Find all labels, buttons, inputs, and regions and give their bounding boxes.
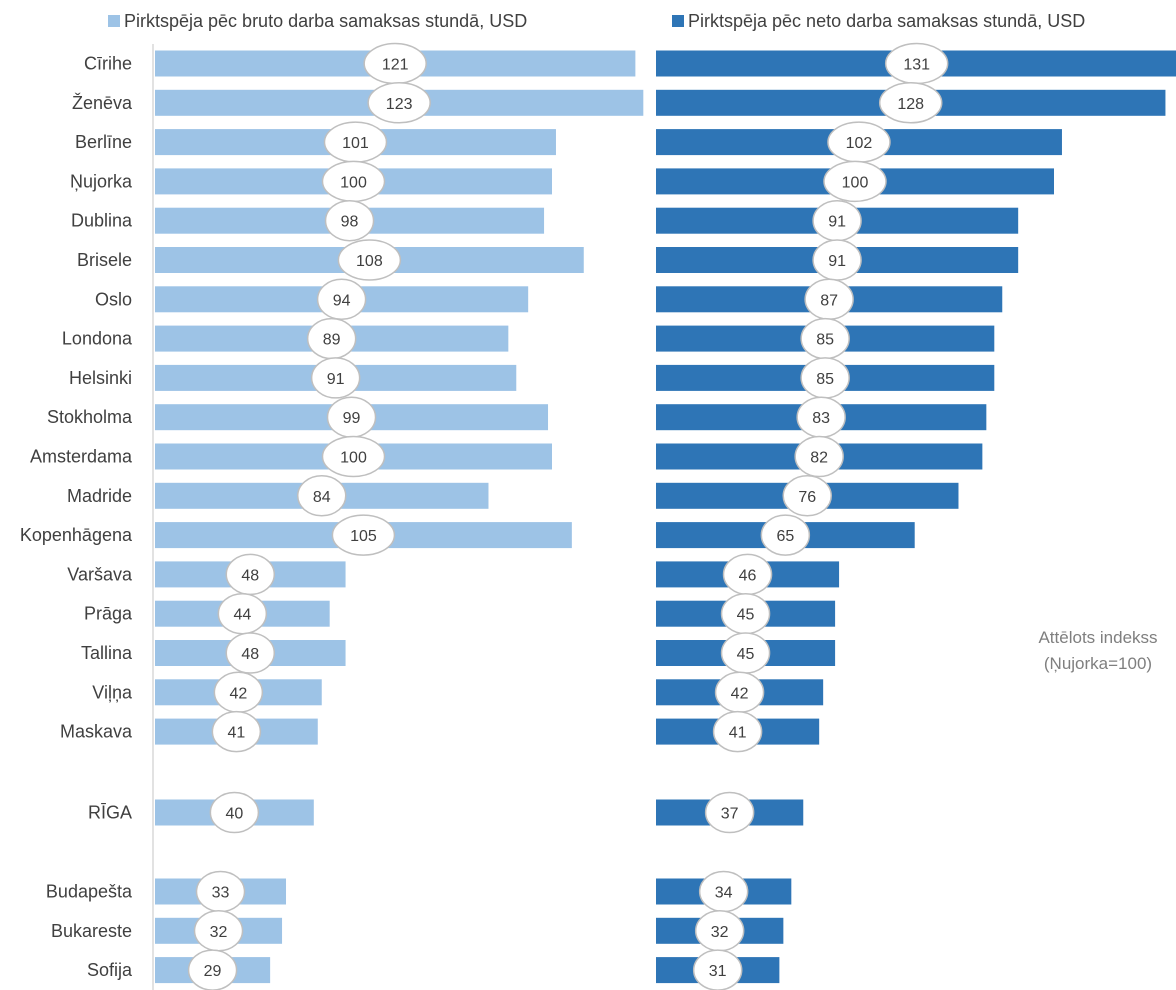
category-label-8: Helsinki bbox=[69, 368, 132, 388]
category-label-9: Stokholma bbox=[47, 407, 133, 427]
value-bubble-gross-1 bbox=[367, 82, 431, 124]
value-bubble-gross-15 bbox=[225, 632, 276, 674]
bars bbox=[155, 50, 1176, 984]
value-bubble-gross-18 bbox=[209, 791, 260, 834]
value-bubble-gross-17 bbox=[211, 710, 262, 753]
category-label-14: Prāga bbox=[84, 604, 133, 624]
value-label-gross-3: 100 bbox=[340, 174, 367, 191]
value-label-net-0: 131 bbox=[903, 57, 930, 74]
value-label-gross-1: 123 bbox=[386, 96, 413, 113]
value-label-gross-2: 101 bbox=[342, 135, 369, 152]
category-label-11: Madride bbox=[67, 486, 132, 506]
value-label-net-12: 65 bbox=[776, 528, 794, 545]
value-label-gross-8: 91 bbox=[327, 371, 345, 388]
value-label-gross-12: 105 bbox=[350, 528, 377, 545]
value-label-net-13: 46 bbox=[739, 567, 757, 584]
value-bubble-gross-5 bbox=[337, 239, 402, 281]
value-label-gross-15: 48 bbox=[241, 646, 259, 663]
category-label-18: RĪGA bbox=[88, 803, 132, 823]
value-label-net-17: 41 bbox=[729, 725, 747, 742]
value-label-gross-21: 29 bbox=[204, 963, 222, 980]
category-label-3: Ņujorka bbox=[70, 171, 133, 191]
value-label-gross-7: 89 bbox=[323, 332, 341, 349]
value-label-gross-13: 48 bbox=[241, 567, 259, 584]
value-label-net-2: 102 bbox=[846, 135, 873, 152]
value-label-net-20: 32 bbox=[711, 924, 729, 941]
legend-swatch-net bbox=[672, 15, 684, 27]
value-label-gross-17: 41 bbox=[227, 725, 245, 742]
category-label-20: Bukareste bbox=[51, 921, 132, 941]
value-label-net-1: 128 bbox=[897, 96, 924, 113]
category-label-7: Londona bbox=[62, 329, 133, 349]
value-label-net-11: 76 bbox=[798, 489, 816, 506]
index-note-line-1: Attēlots indekss bbox=[1038, 628, 1157, 647]
value-label-net-9: 83 bbox=[812, 410, 830, 427]
category-label-16: Viļņa bbox=[92, 682, 133, 702]
legend-label-net: Pirktspēja pēc neto darba samaksas stund… bbox=[688, 11, 1085, 31]
value-label-net-14: 45 bbox=[737, 607, 755, 624]
value-label-net-8: 85 bbox=[816, 371, 834, 388]
value-bubble-gross-8 bbox=[310, 357, 361, 399]
legend-swatch-gross bbox=[108, 15, 120, 27]
value-bubble-gross-10 bbox=[321, 435, 386, 478]
value-label-net-3: 100 bbox=[842, 174, 869, 191]
value-bubble-net-18 bbox=[704, 791, 755, 834]
value-bubble-net-12 bbox=[760, 514, 811, 556]
value-bubble-net-3 bbox=[823, 160, 887, 203]
value-label-net-15: 45 bbox=[737, 646, 755, 663]
value-label-net-21: 31 bbox=[709, 963, 727, 980]
category-label-5: Brisele bbox=[77, 250, 132, 270]
category-labels: Cīrihe Ženēva Berlīne Ņujorka Dublina Brisele… bbox=[20, 54, 133, 981]
category-label-2: Berlīne bbox=[75, 132, 132, 152]
index-note-line-2: (Ņujorka=100) bbox=[1044, 654, 1152, 673]
value-bubble-gross-21 bbox=[187, 949, 238, 990]
category-label-17: Maskava bbox=[60, 722, 133, 742]
value-label-gross-5: 108 bbox=[356, 253, 383, 270]
value-label-net-18: 37 bbox=[721, 806, 739, 823]
category-label-4: Dublina bbox=[71, 211, 133, 231]
value-label-gross-18: 40 bbox=[226, 806, 244, 823]
value-label-net-10: 82 bbox=[810, 450, 828, 467]
value-bubble-net-1 bbox=[878, 82, 943, 124]
value-bubble-net-10 bbox=[794, 435, 844, 478]
value-label-gross-14: 44 bbox=[233, 607, 251, 624]
value-label-net-16: 42 bbox=[731, 685, 749, 702]
value-label-gross-11: 84 bbox=[313, 489, 331, 506]
category-label-0: Cīrihe bbox=[84, 54, 132, 74]
value-bubble-gross-12 bbox=[331, 514, 396, 556]
value-bubble-net-11 bbox=[782, 475, 832, 517]
index-note: Attēlots indekss (Ņujorka=100) bbox=[1038, 628, 1157, 673]
category-label-12: Kopenhāgena bbox=[20, 525, 133, 545]
value-label-gross-16: 42 bbox=[229, 685, 247, 702]
value-label-gross-0: 121 bbox=[382, 57, 409, 74]
value-bubble-net-17 bbox=[712, 710, 763, 753]
category-label-10: Amsterdama bbox=[30, 447, 133, 467]
value-labels: 121 131 123 128 101 102 100 100 98 91 108 91 94 87 89 8… bbox=[187, 42, 949, 990]
value-label-gross-6: 94 bbox=[333, 292, 351, 309]
category-label-19: Budapešta bbox=[46, 882, 133, 902]
value-label-gross-10: 100 bbox=[340, 450, 367, 467]
value-label-net-5: 91 bbox=[828, 253, 846, 270]
value-label-net-19: 34 bbox=[715, 885, 733, 902]
value-label-net-6: 87 bbox=[820, 292, 838, 309]
value-bubble-gross-4 bbox=[324, 199, 375, 242]
category-label-15: Tallina bbox=[81, 643, 133, 663]
value-bubble-gross-6 bbox=[316, 278, 367, 321]
value-label-net-4: 91 bbox=[828, 214, 846, 231]
value-label-gross-19: 33 bbox=[212, 885, 230, 902]
category-label-13: Varšava bbox=[67, 564, 133, 584]
category-label-21: Sofija bbox=[87, 960, 133, 980]
value-label-gross-9: 99 bbox=[343, 410, 361, 427]
category-label-1: Ženēva bbox=[72, 93, 133, 113]
value-label-gross-4: 98 bbox=[341, 214, 359, 231]
value-label-gross-20: 32 bbox=[210, 924, 228, 941]
value-bubble-gross-11 bbox=[296, 475, 347, 517]
legend: Pirktspēja pēc bruto darba samaksas stun… bbox=[108, 11, 1085, 31]
category-label-6: Oslo bbox=[95, 289, 132, 309]
value-bubble-net-21 bbox=[692, 949, 743, 990]
value-label-net-7: 85 bbox=[816, 332, 834, 349]
legend-label-gross: Pirktspēja pēc bruto darba samaksas stun… bbox=[124, 11, 527, 31]
